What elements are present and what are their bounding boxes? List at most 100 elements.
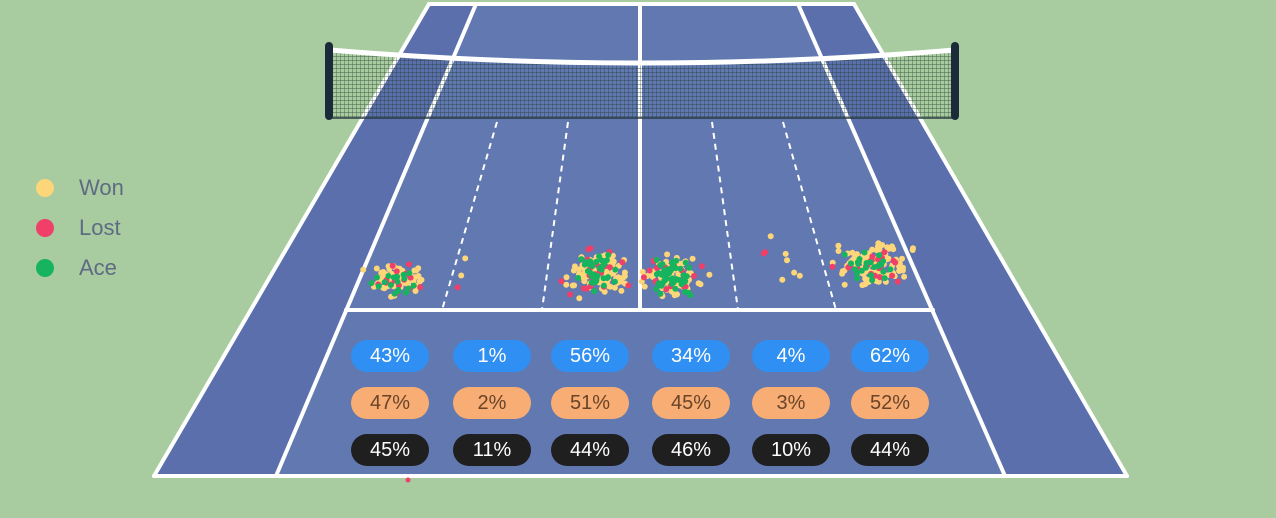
point-won-zone-3: [618, 287, 625, 294]
legend-label-won: Won: [79, 175, 124, 200]
stat-pill-row2-zone2: 2%: [453, 387, 531, 419]
stat-pill-row3-zone1: 45%: [351, 434, 429, 466]
point-ace-zone-3: [587, 258, 594, 265]
point-won-zone-1: [373, 265, 380, 272]
point-won-zone-6: [901, 273, 908, 280]
point-ace-zone-4: [653, 271, 660, 278]
point-ace-zone-1: [410, 282, 417, 289]
point-won-zone-3: [611, 284, 618, 291]
point-won-zone-6: [859, 282, 866, 289]
point-ace-zone-4: [686, 264, 693, 271]
point-lost-zone-6: [892, 259, 899, 266]
stat-pill-row2-zone4: 45%: [652, 387, 730, 419]
point-lost-zone-6: [877, 274, 883, 281]
stat-pill-row1-zone1: 43%: [351, 340, 429, 372]
point-ace-zone-3: [593, 258, 600, 265]
legend-label-ace: Ace: [79, 255, 117, 280]
point-ace-zone-3: [600, 282, 607, 289]
ace-dot-icon: [36, 259, 54, 277]
point-lost-zone-3: [567, 291, 574, 298]
point-ace-zone-4: [668, 280, 675, 287]
point-ace-zone-3: [605, 274, 611, 281]
point-won-zone-3: [576, 295, 583, 302]
point-lost-zone-4: [640, 274, 647, 281]
point-lost-outlier: [405, 477, 411, 483]
point-ace-zone-4: [657, 290, 664, 297]
stat-pill-row2-zone1: 47%: [351, 387, 429, 419]
point-ace-zone-3: [575, 274, 582, 281]
point-ace-zone-3: [596, 265, 603, 272]
stat-pill-row1-zone2: 1%: [453, 340, 531, 372]
point-lost-zone-2: [454, 284, 461, 291]
point-ace-zone-6: [841, 251, 848, 258]
point-won-zone-3: [571, 282, 578, 289]
point-ace-zone-1: [381, 279, 388, 286]
won-dot-icon: [36, 179, 54, 197]
point-won-zone-4: [641, 283, 648, 290]
point-lost-zone-3: [558, 278, 565, 285]
point-ace-zone-3: [584, 268, 591, 275]
point-won-zone-3: [621, 273, 628, 280]
point-ace-zone-4: [657, 262, 664, 269]
point-ace-zone-3: [596, 253, 603, 260]
point-lost-zone-6: [894, 278, 901, 285]
point-ace-zone-4: [663, 275, 670, 282]
point-ace-zone-6: [868, 272, 875, 279]
point-won-zone-2: [462, 255, 469, 262]
stat-pill-row3-zone2: 11%: [453, 434, 531, 466]
legend-item-ace: Ace: [36, 248, 124, 288]
point-ace-zone-4: [681, 277, 688, 284]
point-ace-zone-3: [578, 256, 585, 263]
stat-pill-row1-zone4: 34%: [652, 340, 730, 372]
point-won-zone-5: [791, 269, 798, 276]
point-lost-zone-3: [606, 264, 613, 271]
point-ace-zone-4: [669, 259, 676, 266]
point-ace-zone-6: [848, 260, 854, 267]
point-ace-zone-3: [594, 273, 601, 279]
point-lost-zone-5: [762, 249, 769, 256]
point-lost-zone-1: [407, 274, 414, 281]
point-won-zone-3: [575, 266, 582, 273]
point-ace-zone-3: [612, 266, 619, 273]
stat-pill-row1-zone3: 56%: [551, 340, 629, 372]
point-lost-zone-1: [393, 268, 400, 275]
lost-dot-icon: [36, 219, 54, 237]
point-ace-zone-1: [387, 282, 394, 288]
stat-pill-row2-zone6: 52%: [851, 387, 929, 419]
net-post-right: [951, 42, 959, 120]
point-won-zone-6: [885, 255, 892, 262]
point-ace-zone-1: [394, 278, 401, 285]
point-ace-zone-1: [375, 283, 382, 290]
stat-pill-row1-zone6: 62%: [851, 340, 929, 372]
point-ace-zone-1: [368, 280, 375, 287]
point-ace-zone-1: [406, 270, 413, 277]
point-won-zone-1: [418, 276, 425, 283]
point-lost-zone-4: [663, 286, 670, 293]
point-won-zone-4: [689, 255, 696, 262]
stat-pill-row2-zone5: 3%: [752, 387, 830, 419]
stat-pill-row2-zone3: 51%: [551, 387, 629, 419]
point-lost-zone-1: [389, 262, 396, 269]
point-lost-zone-3: [619, 259, 626, 266]
point-lost-zone-4: [646, 267, 653, 274]
point-won-zone-6: [873, 247, 880, 254]
point-ace-zone-3: [611, 278, 618, 285]
point-won-zone-3: [581, 278, 588, 285]
point-ace-zone-1: [395, 286, 402, 293]
point-won-zone-6: [835, 242, 842, 249]
point-ace-zone-6: [881, 275, 888, 282]
point-ace-zone-6: [887, 266, 894, 273]
point-won-zone-5: [782, 250, 789, 257]
serve-points: [360, 233, 916, 483]
point-lost-zone-6: [881, 249, 888, 256]
point-ace-zone-4: [682, 259, 689, 266]
point-ace-zone-6: [854, 275, 861, 282]
point-ace-zone-3: [592, 277, 598, 284]
legend-item-won: Won: [36, 168, 124, 208]
point-ace-zone-4: [653, 286, 660, 293]
point-ace-zone-6: [876, 252, 883, 259]
point-lost-zone-6: [869, 253, 876, 260]
point-won-zone-1: [412, 288, 419, 294]
net: [325, 42, 959, 120]
point-won-zone-6: [835, 248, 842, 254]
